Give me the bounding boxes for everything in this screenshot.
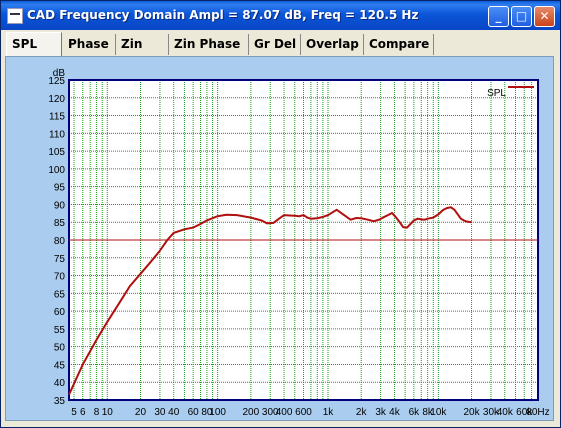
spl-chart[interactable]: 3540455055606570758085909510010511011512…: [6, 57, 555, 422]
y-tick-label: 50: [54, 343, 66, 354]
tab-compare[interactable]: Compare: [364, 34, 434, 55]
y-tick-label: 90: [54, 200, 66, 211]
y-tick-label: 120: [48, 94, 65, 105]
x-tick-label: 600: [295, 407, 312, 418]
y-tick-label: 110: [49, 129, 65, 140]
y-tick-label: 85: [54, 218, 66, 229]
y-tick-label: 70: [54, 272, 66, 283]
x-tick-label: 10: [102, 407, 114, 418]
y-tick-label: 55: [54, 325, 66, 336]
x-tick-label: 6: [80, 407, 86, 418]
y-tick-label: 115: [49, 112, 65, 123]
x-tick-label: 80: [201, 407, 213, 418]
y-tick-label: 125: [48, 76, 65, 87]
x-tick-label: 3k: [375, 407, 387, 418]
close-icon: ✕: [539, 9, 550, 23]
minimize-button[interactable]: _: [488, 6, 509, 27]
y-tick-label: 65: [54, 289, 66, 300]
y-tick-label: 80: [54, 236, 66, 247]
x-tick-label: 8k: [422, 407, 434, 418]
y-tick-label: 40: [54, 378, 66, 389]
y-tick-label: 35: [54, 396, 66, 407]
tab-spl[interactable]: SPL: [6, 32, 62, 57]
x-tick-label: 60k: [516, 407, 533, 418]
window-title: CAD Frequency Domain Ampl = 87.07 dB, Fr…: [27, 8, 419, 22]
minimize-icon: _: [495, 9, 502, 23]
x-tick-label: 8: [94, 407, 100, 418]
x-tick-label: 30k: [483, 407, 500, 418]
app-icon[interactable]: [7, 8, 23, 24]
x-tick-label: 40k: [497, 407, 514, 418]
y-tick-label: 105: [48, 147, 65, 158]
y-axis-label: dB: [53, 68, 66, 79]
tab-zin-phase[interactable]: Zin Phase: [169, 34, 249, 55]
tab-bar: SPL Phase Zin Zin Phase Gr Del Overlap C…: [4, 32, 557, 57]
series-line-spl: [68, 206, 472, 396]
x-tick-label: 2k: [356, 407, 368, 418]
x-tick-label: 40: [168, 407, 180, 418]
y-tick-label: 100: [48, 165, 65, 176]
x-tick-label: 6k: [409, 407, 421, 418]
legend-label-spl: SPL: [487, 88, 506, 99]
plot-panel: 35 40 45 50 55 60 65 70 75 80 85 90 95 100 105 110 115 12…: [5, 56, 554, 421]
x-tick-label: 20k: [463, 407, 480, 418]
x-tick-label: 80Hz: [526, 407, 549, 418]
close-button[interactable]: ✕: [534, 6, 555, 27]
x-tick-label: 60: [188, 407, 200, 418]
y-tick-label: 45: [54, 360, 66, 371]
title-bar[interactable]: CAD Frequency Domain Ampl = 87.07 dB, Fr…: [1, 1, 560, 30]
x-tick-label: 1k: [323, 407, 335, 418]
x-tick-label: 5: [71, 407, 77, 418]
x-tick-label: 400: [276, 407, 293, 418]
x-tick-label: 20: [135, 407, 147, 418]
x-tick-label: 10k: [430, 407, 447, 418]
x-tick-label: 300: [262, 407, 279, 418]
maximize-button[interactable]: □: [511, 6, 532, 27]
tab-gr-del[interactable]: Gr Del: [249, 34, 301, 55]
y-tick-label: 95: [54, 183, 66, 194]
tab-phase[interactable]: Phase: [63, 34, 116, 55]
y-tick-label: 75: [54, 254, 66, 265]
x-tick-label: 100: [209, 407, 226, 418]
maximize-icon: □: [515, 9, 528, 23]
x-tick-label: 30: [154, 407, 166, 418]
tab-zin[interactable]: Zin: [116, 34, 169, 55]
x-tick-label: 200: [243, 407, 260, 418]
x-tick-label: 4k: [389, 407, 401, 418]
tab-overlap[interactable]: Overlap: [301, 34, 364, 55]
y-tick-label: 60: [54, 307, 66, 318]
